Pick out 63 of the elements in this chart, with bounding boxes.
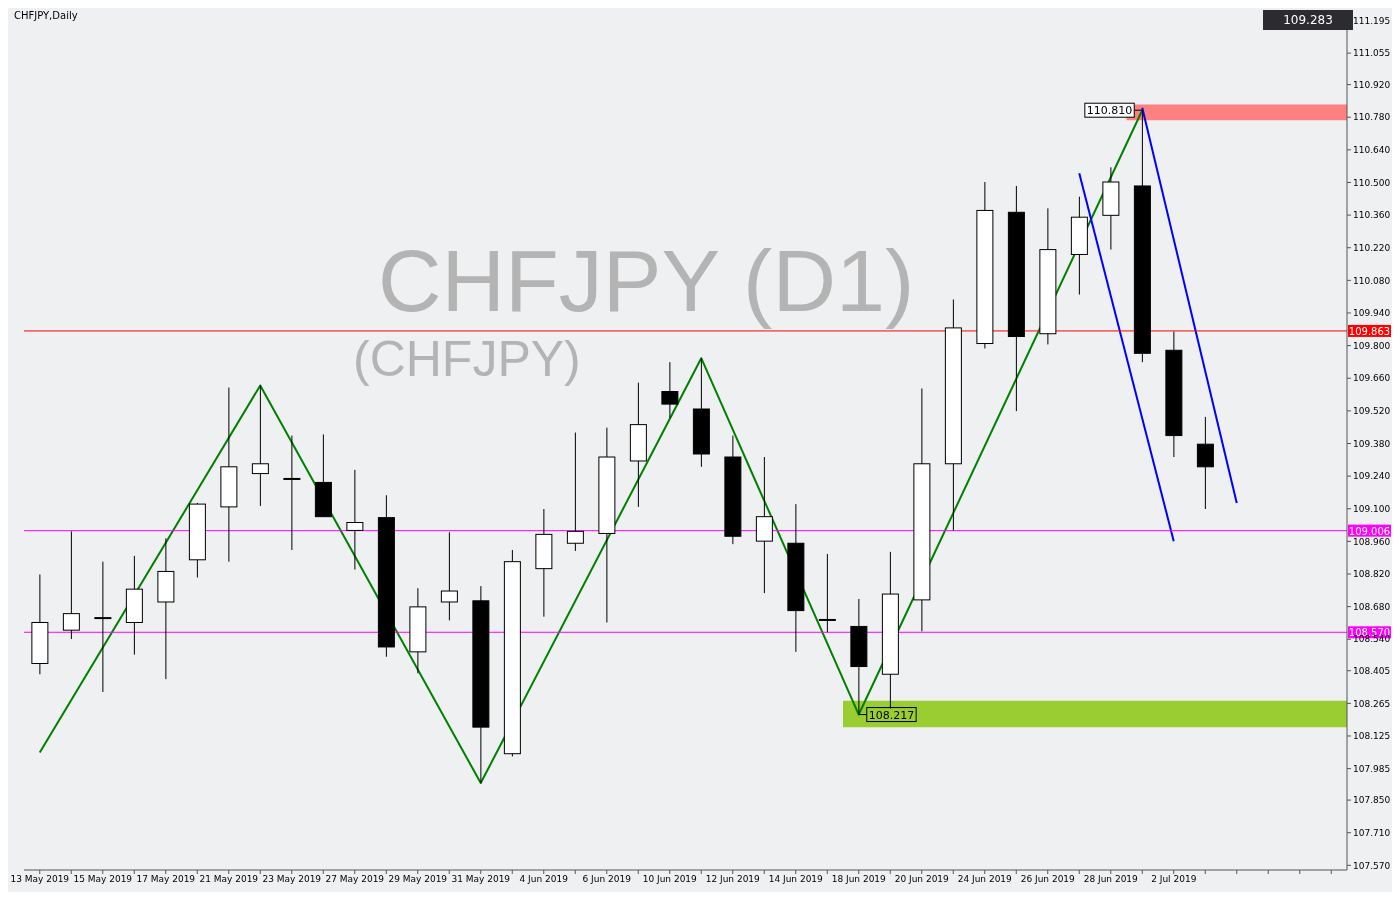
x-tick-label: 6 Jun 2019 [582,874,632,885]
ref-line-label: 109.006 [1348,525,1391,537]
y-tick-label: 108.820 [1353,569,1391,580]
candlestick [62,530,80,640]
y-tick-label: 109.100 [1353,503,1391,514]
x-tick-label: 13 May 2019 [10,874,70,885]
y-tick-label: 111.055 [1353,48,1391,59]
y-tick-label: 110.920 [1353,79,1391,90]
x-tick-label: 18 Jun 2019 [831,874,887,885]
x-tick-label: 10 Jun 2019 [642,874,698,885]
y-tick-label: 111.195 [1353,15,1391,26]
y-tick-label: 107.985 [1353,763,1391,774]
annotation: 108.217 [868,708,915,722]
x-tick-label: 14 Jun 2019 [768,874,824,885]
x-tick-label: 29 May 2019 [388,874,448,885]
annotation: (CHFJPY) [353,330,581,388]
x-tick-label: 4 Jun 2019 [519,874,569,885]
x-tick-label: 24 Jun 2019 [957,874,1013,885]
x-tick-label: 2 Jul 2019 [1151,874,1197,885]
annotation: 110.810 [1086,104,1133,118]
chart-title: CHFJPY,Daily [14,10,78,21]
candlestick [94,561,112,693]
x-tick-label: 27 May 2019 [325,874,385,885]
x-tick-label: 17 May 2019 [136,874,196,885]
y-tick-label: 108.680 [1353,601,1391,612]
candlestick [251,384,269,507]
x-tick-label: 31 May 2019 [451,874,511,885]
candlestick [283,435,301,551]
annotation: CHFJPY (D1) [378,230,915,332]
y-tick-label: 109.520 [1353,406,1391,417]
y-tick-label: 108.265 [1353,698,1391,709]
candlestick [1196,416,1214,510]
y-tick-label: 110.640 [1353,145,1391,156]
y-tick-label: 108.960 [1353,536,1391,547]
x-tick-label: 26 Jun 2019 [1020,874,1076,885]
y-tick-label: 108.125 [1353,731,1391,742]
candlestick [346,469,364,571]
candlestick [818,553,836,633]
ref-line-label: 109.863 [1348,325,1391,337]
y-tick-label: 109.940 [1353,308,1391,319]
candlestick [661,361,679,419]
y-tick-label: 107.570 [1353,860,1391,871]
x-tick-label: 23 May 2019 [262,874,322,885]
x-tick-label: 12 Jun 2019 [705,874,761,885]
y-tick-label: 109.800 [1353,340,1391,351]
y-tick-label: 110.220 [1353,242,1391,253]
y-tick-label: 109.240 [1353,471,1391,482]
candlestick [566,432,584,552]
y-tick-label: 110.360 [1353,210,1391,221]
y-tick-label: 110.080 [1353,275,1391,286]
y-tick-label: 109.660 [1353,373,1391,384]
candlestick [440,531,458,621]
y-tick-label: 107.710 [1353,827,1391,838]
y-tick-label: 110.780 [1353,112,1391,123]
y-tick-label: 107.850 [1353,795,1391,806]
x-tick-label: 21 May 2019 [199,874,259,885]
x-tick-label: 20 Jun 2019 [894,874,950,885]
y-tick-label: 110.500 [1353,177,1391,188]
x-tick-label: 28 Jun 2019 [1083,874,1139,885]
price-box: 109.283 [1263,10,1353,30]
y-tick-label: 109.380 [1353,438,1391,449]
x-tick-label: 15 May 2019 [73,874,133,885]
y-tick-label: 108.405 [1353,665,1391,676]
